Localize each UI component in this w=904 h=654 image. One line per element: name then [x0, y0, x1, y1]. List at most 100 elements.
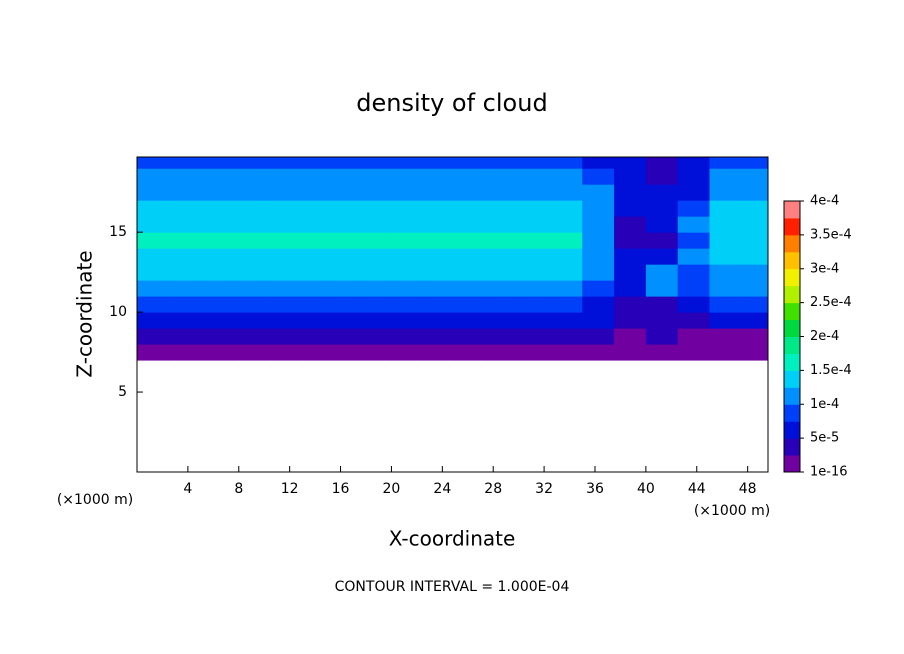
colorbar-tick-label: 2.5e-4 [810, 295, 852, 310]
field-cell [645, 328, 679, 345]
field-cell [359, 328, 392, 345]
field-cell [486, 280, 520, 297]
field-cell [264, 168, 297, 185]
field-cell [677, 312, 710, 329]
field-cell [391, 157, 424, 169]
field-cell [359, 312, 392, 329]
field-cell [518, 157, 551, 169]
field-cell [200, 296, 233, 313]
field-cell [455, 216, 488, 233]
field-cell [741, 168, 769, 185]
field-cell [423, 280, 456, 297]
y-axis-label: Z-coordinate [73, 250, 97, 377]
field-cell [137, 248, 170, 265]
field-cell [582, 248, 615, 265]
field-cell [645, 157, 679, 169]
field-cell [137, 168, 170, 185]
field-cell [518, 168, 551, 185]
field-cell [582, 312, 615, 329]
field-cell [677, 200, 710, 217]
field-cell [137, 184, 170, 201]
field-cell [677, 280, 710, 297]
colorbar-band [784, 268, 800, 287]
field-cell [200, 264, 233, 281]
field-cell [486, 168, 520, 185]
field-cell [455, 168, 488, 185]
field-cell [486, 296, 520, 313]
field-cell [168, 328, 202, 345]
field-cell [486, 200, 520, 217]
field-cell [200, 280, 233, 297]
field-cell [518, 232, 551, 249]
field-cell [423, 248, 456, 265]
field-cell [264, 328, 297, 345]
field-cell [582, 328, 615, 345]
field-cell [518, 312, 551, 329]
field-cell [582, 232, 615, 249]
field-cell [550, 232, 583, 249]
field-cell [582, 157, 615, 169]
field-cell [455, 157, 488, 169]
field-cell [741, 344, 769, 361]
field-cell [359, 216, 392, 233]
field-cell [168, 184, 202, 201]
field-cell [582, 184, 615, 201]
field-cell [327, 157, 361, 169]
field-cell [645, 168, 679, 185]
y-tick-label: 5 [118, 384, 127, 400]
field-cell [645, 296, 679, 313]
field-cell [359, 184, 392, 201]
field-cell [518, 200, 551, 217]
field-cell [423, 200, 456, 217]
field-cell [232, 312, 265, 329]
field-cell [137, 344, 170, 361]
field-cell [296, 157, 329, 169]
x-tick-label: 28 [484, 481, 502, 497]
field-cell [200, 216, 233, 233]
field-cell [200, 248, 233, 265]
field-cell [614, 312, 647, 329]
field-cell [645, 264, 679, 281]
colorbar-band [784, 234, 800, 253]
field-cell [455, 184, 488, 201]
field-cell [137, 200, 170, 217]
field-cell [645, 280, 679, 297]
x-unit-left: (×1000 m) [57, 492, 133, 508]
field-cell [359, 264, 392, 281]
field-cell [677, 184, 710, 201]
field-cell [423, 216, 456, 233]
field-cell [391, 216, 424, 233]
field-cell [137, 216, 170, 233]
colorbar-band [784, 336, 800, 354]
field-cell [264, 216, 297, 233]
field-cell [455, 280, 488, 297]
field-cell [168, 232, 202, 249]
field-cell [232, 232, 265, 249]
field-cell [168, 168, 202, 185]
field-cell [709, 344, 742, 361]
field-cell [423, 312, 456, 329]
field-cell [359, 157, 392, 169]
field-cell [327, 200, 361, 217]
field-cell [296, 200, 329, 217]
colorbar-band [784, 201, 800, 219]
field-cell [327, 264, 361, 281]
field-cell [582, 216, 615, 233]
colorbar-band [784, 387, 800, 405]
field-cell [359, 168, 392, 185]
field-cell [232, 296, 265, 313]
field-cell [168, 296, 202, 313]
field-cell [518, 296, 551, 313]
x-tick-label: 12 [281, 481, 299, 497]
field-cell [200, 168, 233, 185]
field-cell [677, 248, 710, 265]
field-cell [168, 200, 202, 217]
x-tick-label: 36 [586, 481, 604, 497]
field-cell [550, 157, 583, 169]
field-cell [677, 168, 710, 185]
field-cell [486, 344, 520, 361]
field-cell [709, 216, 742, 233]
field-cell [423, 232, 456, 249]
field-cell [264, 312, 297, 329]
